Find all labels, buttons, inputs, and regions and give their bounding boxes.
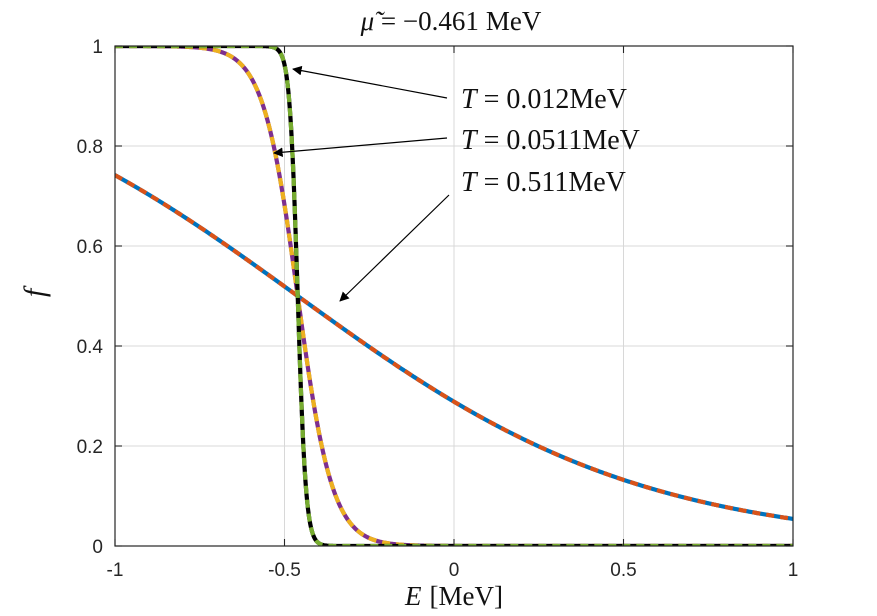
x-tick-label-2: 0 (449, 560, 460, 581)
y-tick-label-5: 1 (92, 37, 103, 58)
y-tick-label-2: 0.4 (77, 337, 104, 358)
annotation-label-t-00511: T = 0.0511MeV (461, 125, 640, 156)
chart-title-unit: MeV (486, 6, 542, 36)
annotation-arrow-t-00511 (273, 137, 448, 158)
x-tick-label-3: 0.5 (610, 560, 636, 581)
x-axis-label-symbol: E (404, 581, 422, 611)
x-tick-label-4: 1 (788, 560, 799, 581)
annotation-arrow-t-0511 (339, 194, 450, 302)
y-tick-label-1: 0.2 (77, 437, 103, 458)
x-axis-label-unit: [MeV] (430, 581, 503, 611)
chart-title-value: = −0.461 (374, 6, 479, 36)
x-axis-label: E [MeV] (404, 581, 503, 611)
series-dashed-line-0 (115, 173, 793, 521)
y-axis-label: f (18, 285, 51, 297)
annotation-symbol: T (461, 84, 479, 115)
annotation-symbol: T (461, 167, 479, 198)
y-tick-label-0: 0 (92, 537, 103, 558)
tick-layer: -1 -0.5 0 0.5 1 0 0.2 0.4 0.6 0.8 1 (77, 37, 799, 581)
y-tick-label-3: 0.6 (77, 237, 103, 258)
x-tick-label-0: -1 (107, 560, 124, 581)
annotation-label-t-0511: T = 0.511MeV (461, 167, 626, 198)
x-tick-label-1: -0.5 (268, 560, 301, 581)
annotation-symbol: T (461, 125, 479, 156)
y-tick-label-4: 0.8 (77, 137, 103, 158)
chart-title: μ̃ = −0.461 MeV (360, 6, 542, 36)
annotation-value: = 0.0511MeV (477, 125, 640, 156)
annotation-layer: T = 0.012MeV T = 0.0511MeV T = 0.511MeV (273, 65, 640, 302)
annotation-label-t-0012: T = 0.012MeV (461, 84, 627, 115)
annotation-arrow-t-0012 (292, 65, 448, 99)
annotation-value: = 0.511MeV (477, 167, 626, 198)
annotation-value: = 0.012MeV (477, 84, 627, 115)
